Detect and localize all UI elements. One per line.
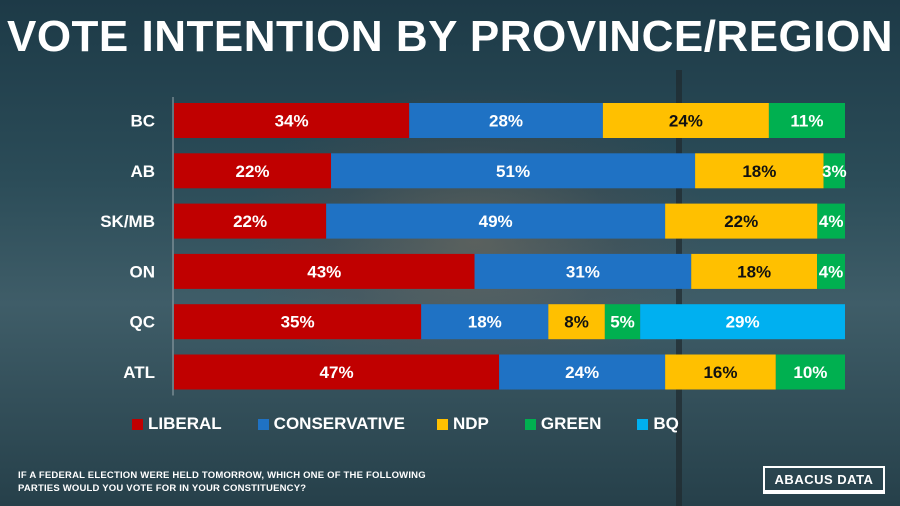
data-label: 28% <box>489 112 523 131</box>
data-label: 18% <box>742 162 776 181</box>
bar-segment <box>326 203 666 239</box>
category-label: AB <box>130 162 155 181</box>
data-label: 22% <box>233 212 267 231</box>
legend-item: GREEN <box>524 414 602 434</box>
legend-label: CONSERVATIVE <box>273 414 405 433</box>
legend-item: BQ <box>637 414 679 434</box>
data-label: 18% <box>737 262 771 281</box>
category-label: ON <box>130 262 156 281</box>
bar-segment <box>665 354 776 390</box>
data-label: 10% <box>793 363 827 382</box>
bar-segment <box>174 153 332 189</box>
legend-swatch <box>524 418 536 430</box>
bar-segment <box>421 304 549 340</box>
data-label: 24% <box>565 363 599 382</box>
chart-title: VOTE INTENTION BY PROVINCE/REGION <box>6 12 893 61</box>
legend-swatch <box>257 418 269 430</box>
bar-segment <box>409 103 603 138</box>
legend: LIBERAL CONSERVATIVE NDP GREEN BQ <box>132 414 715 434</box>
data-label: 51% <box>496 162 530 181</box>
legend-item: CONSERVATIVE <box>257 414 405 434</box>
data-label: 24% <box>669 112 703 131</box>
bar-segment <box>695 153 824 189</box>
legend-item: NDP <box>436 414 489 434</box>
bar-segment <box>768 103 845 138</box>
bar-segment <box>174 354 500 390</box>
legend-label: LIBERAL <box>148 414 222 433</box>
data-label: 3% <box>822 162 847 181</box>
bar-segment <box>499 354 666 390</box>
bar-segment <box>823 153 845 189</box>
bar-segment <box>174 304 422 340</box>
data-label: 47% <box>320 363 354 382</box>
legend-item: LIBERAL <box>132 414 222 434</box>
bar-segment <box>775 354 845 390</box>
data-label: 43% <box>307 262 341 281</box>
data-label: 4% <box>819 212 844 231</box>
bar-segment <box>691 253 818 289</box>
bar-segment <box>474 253 692 289</box>
data-label: 18% <box>468 313 502 332</box>
data-label: 35% <box>281 313 315 332</box>
bar-segment <box>174 203 327 239</box>
bar-segment <box>331 153 696 189</box>
data-label: 22% <box>724 212 758 231</box>
category-label: SK/MB <box>100 212 155 231</box>
bar-segment <box>174 103 410 138</box>
legend-label: NDP <box>452 414 489 433</box>
data-label: 4% <box>819 262 844 281</box>
logo-underline <box>763 492 885 494</box>
bar-segment <box>604 304 641 340</box>
bar-segment <box>665 203 818 239</box>
data-label: 49% <box>479 212 513 231</box>
bar-segment <box>602 103 769 138</box>
data-label: 29% <box>726 313 760 332</box>
legend-swatch <box>132 418 143 430</box>
bar-segment <box>548 304 605 340</box>
category-label: QC <box>130 313 156 332</box>
bar-segment <box>817 253 845 289</box>
data-label: 8% <box>564 313 589 332</box>
legend-swatch <box>436 418 448 430</box>
data-label: 5% <box>610 313 635 332</box>
category-label: ATL <box>123 363 155 382</box>
data-label: 31% <box>566 262 600 281</box>
legend-swatch <box>637 418 649 430</box>
legend-label: GREEN <box>540 414 602 433</box>
category-label: BC <box>130 112 155 131</box>
data-label: 11% <box>790 112 823 131</box>
data-label: 22% <box>236 162 270 181</box>
abacus-data-logo: ABACUS DATA <box>763 466 885 492</box>
bar-segment <box>640 304 845 340</box>
legend-label: BQ <box>653 414 679 433</box>
bar-segment <box>817 203 845 239</box>
data-label: 34% <box>275 112 309 131</box>
question-footnote: IF A FEDERAL ELECTION WERE HELD TOMORROW… <box>18 470 426 494</box>
bar-segment <box>174 253 475 289</box>
data-label: 16% <box>703 363 737 382</box>
